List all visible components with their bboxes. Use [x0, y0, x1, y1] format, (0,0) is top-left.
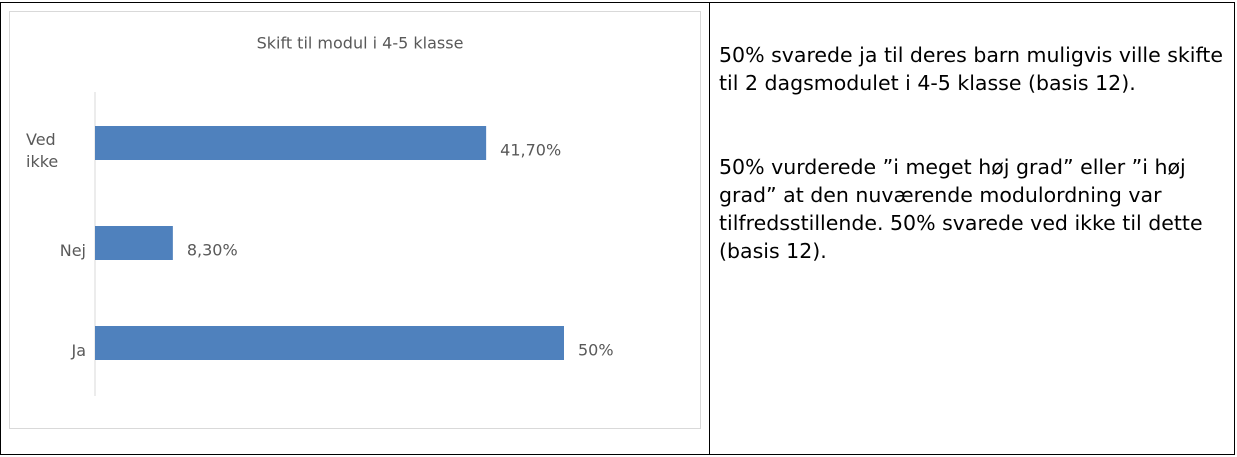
- bar: [95, 226, 173, 260]
- paragraph: 50% vurderede ”i meget høj grad” eller ”…: [719, 155, 1203, 263]
- category-label: Ved ikke: [26, 130, 59, 171]
- category-label: Nej: [59, 241, 86, 260]
- bar: [95, 126, 487, 160]
- cell-divider: [709, 3, 710, 454]
- category-label: Ja: [71, 341, 86, 360]
- chart-title: Skift til modul i 4-5 klasse: [257, 34, 464, 53]
- data-label: 50%: [578, 341, 614, 360]
- data-label: 41,70%: [500, 141, 561, 160]
- bar: [95, 326, 564, 360]
- data-label: 8,30%: [187, 241, 238, 260]
- text-cell: 50% svarede ja til deres barn mulig­vis …: [719, 41, 1225, 321]
- paragraph: 50% svarede ja til deres barn mulig­vis …: [719, 43, 1223, 95]
- chart-box: Skift til modul i 4-5 klasse 41,70% 8,30%…: [9, 11, 701, 429]
- chart: Skift til modul i 4-5 klasse 41,70% 8,30%…: [94, 34, 614, 396]
